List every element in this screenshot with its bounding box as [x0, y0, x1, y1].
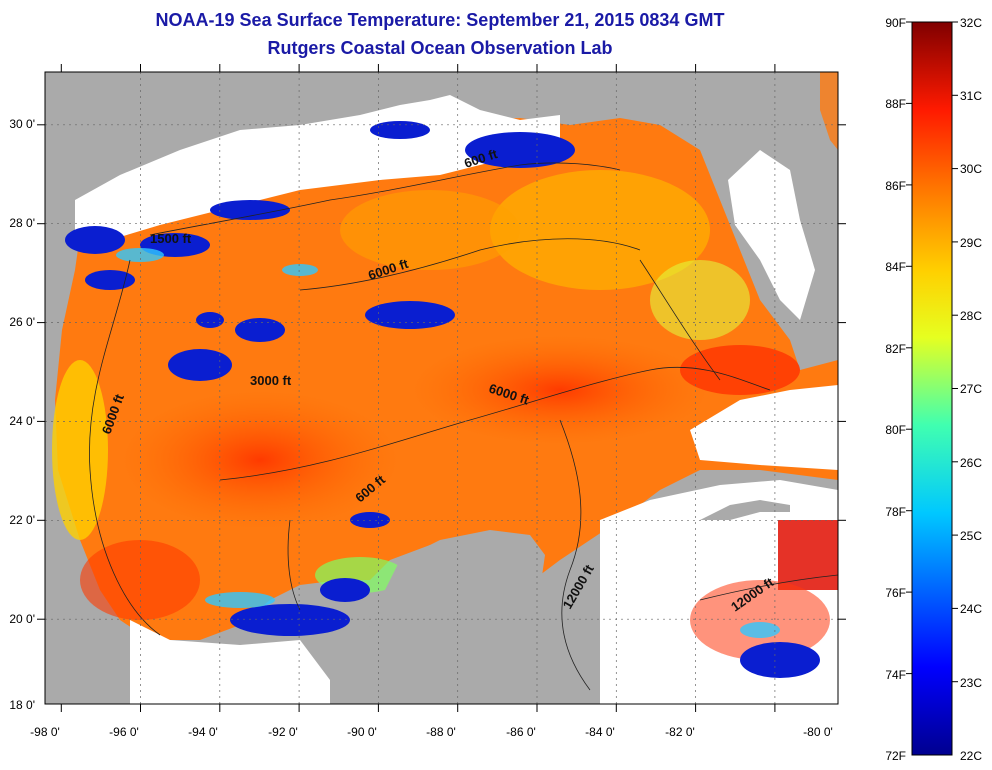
- colorbar-f-label: 72F: [885, 749, 906, 763]
- map-subtitle: Rutgers Coastal Ocean Observation Lab: [267, 38, 613, 58]
- colorbar-f-label: 80F: [885, 423, 906, 437]
- map-plot-area: 600 ft 1500 ft 6000 ft 3000 ft 6000 ft 6…: [45, 72, 838, 704]
- colorbar-f-label: 74F: [885, 668, 906, 682]
- north-coast-clouds: [75, 95, 560, 250]
- colorbar-f-label: 90F: [885, 16, 906, 30]
- colorbar-c-label: 28C: [960, 309, 982, 323]
- lon-label: -82 0': [665, 725, 695, 739]
- lon-label: -80 0': [803, 725, 833, 739]
- contour-label-3000: 3000 ft: [250, 373, 292, 388]
- cuba-land: [700, 500, 790, 520]
- colorbar-c-label: 22C: [960, 749, 982, 763]
- lat-label: 22 0': [9, 513, 35, 527]
- lon-label: -90 0': [347, 725, 377, 739]
- colorbar-c-label: 25C: [960, 529, 982, 543]
- colorbar-c-label: 31C: [960, 89, 982, 103]
- lat-label: 20 0': [9, 612, 35, 626]
- lon-label: -96 0': [109, 725, 139, 739]
- colorbar-c-label: 23C: [960, 676, 982, 690]
- lon-label: -98 0': [30, 725, 60, 739]
- shelf-warm-patch: [490, 170, 710, 290]
- east-florida-water: [820, 72, 838, 150]
- colorbar-f-label: 82F: [885, 342, 906, 356]
- lon-label: -86 0': [506, 725, 536, 739]
- warm-core-east: [410, 335, 710, 445]
- florida-keys-clouds: [690, 385, 838, 470]
- cool-cyan-patches: [116, 248, 780, 638]
- south-mexico-clouds: [130, 620, 330, 704]
- colorbar: 90F 88F 86F 84F 82F 80F 78F 76F 74F 72F …: [885, 16, 982, 763]
- central-patch: [340, 190, 520, 270]
- warm-core-straits: [680, 345, 800, 395]
- texas-coast-patch: [52, 360, 108, 540]
- lat-label: 28 0': [9, 216, 35, 230]
- graticule: [45, 72, 838, 704]
- colorbar-c-label: 26C: [960, 456, 982, 470]
- lat-label: 30 0': [9, 117, 35, 131]
- map-title: NOAA-19 Sea Surface Temperature: Septemb…: [155, 10, 725, 30]
- latitude-labels: 30 0' 28 0' 26 0' 24 0' 22 0' 20 0' 18 0…: [9, 117, 35, 712]
- florida-shelf-patch: [650, 260, 750, 340]
- colorbar-f-label: 86F: [885, 179, 906, 193]
- colorbar-c-label: 24C: [960, 602, 982, 616]
- longitude-labels: -98 0' -96 0' -94 0' -92 0' -90 0' -88 0…: [30, 725, 833, 739]
- lon-label: -88 0': [426, 725, 456, 739]
- caribbean-warm-south: [690, 580, 830, 660]
- colorbar-f-label: 76F: [885, 586, 906, 600]
- contour-label-1500: 1500 ft: [150, 231, 192, 246]
- colorbar-f-label: 88F: [885, 97, 906, 111]
- lat-label: 26 0': [9, 315, 35, 329]
- plot-frame: [44, 71, 839, 705]
- lat-label: 18 0': [9, 698, 35, 712]
- lon-label: -84 0': [585, 725, 615, 739]
- colorbar-f-label: 84F: [885, 260, 906, 274]
- caribbean-warm-patch: [778, 520, 838, 590]
- lon-label: -92 0': [268, 725, 298, 739]
- florida-clouds: [728, 150, 815, 320]
- lat-label: 24 0': [9, 414, 35, 428]
- axis-ticks: [37, 64, 846, 712]
- colorbar-c-label: 27C: [960, 382, 982, 396]
- warm-core-bay: [80, 540, 200, 620]
- colorbar-gradient: [911, 21, 953, 756]
- warm-core-west: [120, 390, 400, 530]
- bathymetry-contours: [89, 162, 838, 691]
- lon-label: -94 0': [188, 725, 218, 739]
- yucatan-land: [330, 530, 545, 704]
- colorbar-f-label: 78F: [885, 505, 906, 519]
- colorbar-ticks: [906, 21, 958, 683]
- colorbar-c-label: 32C: [960, 16, 982, 30]
- colorbar-c-label: 29C: [960, 236, 982, 250]
- colorbar-c-label: 30C: [960, 162, 982, 176]
